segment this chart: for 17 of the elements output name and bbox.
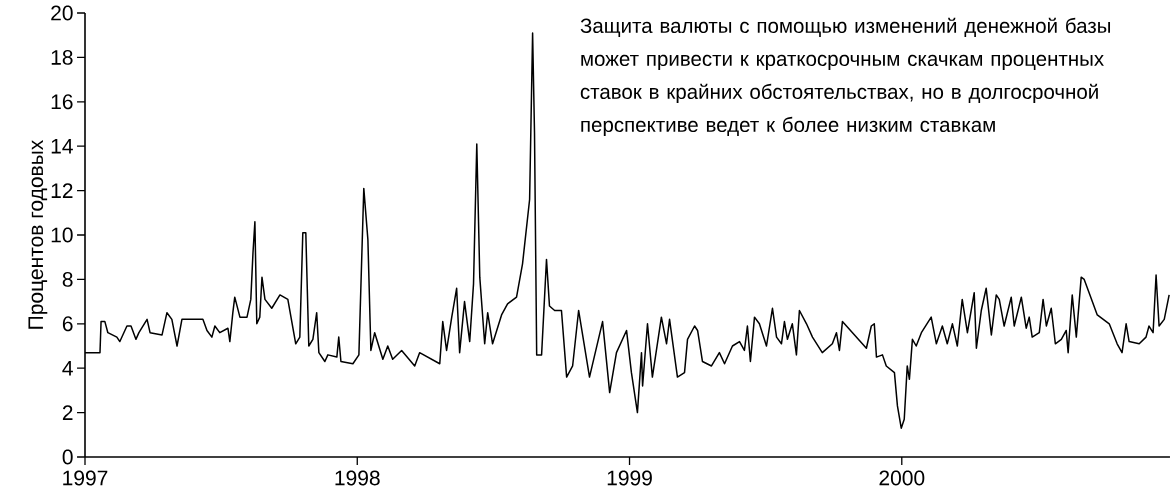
- y-tick-label: 14: [51, 138, 73, 154]
- x-tick-label: 1998: [335, 470, 380, 486]
- y-tick-label: 2: [62, 405, 73, 420]
- y-tick-label: 0: [62, 449, 73, 465]
- y-axis-title: Процентов годовых: [28, 139, 48, 329]
- y-tick-label: 10: [51, 227, 73, 243]
- x-tick-label: 2000: [879, 470, 925, 486]
- y-tick-label: 18: [51, 49, 73, 65]
- y-tick-label: 12: [51, 183, 73, 198]
- y-tick-label: 16: [51, 94, 73, 110]
- y-tick-label: 6: [62, 316, 73, 332]
- annotation: Защита валюты с помощью изменений денежной базы может привести к краткосрочным скачкам процентных ставок в крайних обстоятельствах, но в долгосрочной перспективе ведет к более низким ставкам: [580, 17, 1111, 137]
- y-tick-label: 20: [51, 5, 73, 21]
- x-tick-label: 1997: [63, 470, 108, 486]
- x-tick-label: 1999: [607, 470, 652, 486]
- y-tick-label: 8: [62, 271, 73, 287]
- y-tick-label: 4: [62, 360, 73, 376]
